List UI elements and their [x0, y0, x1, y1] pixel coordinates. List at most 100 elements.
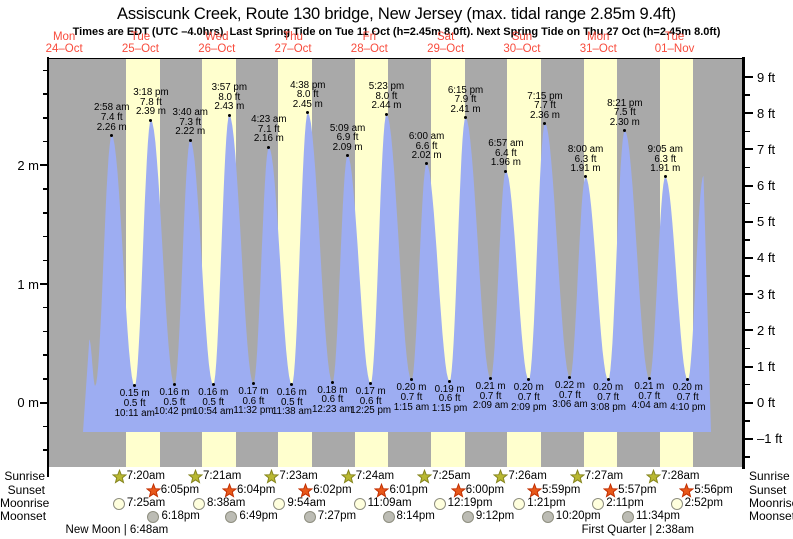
right-axis-major-tick: [744, 76, 753, 79]
moonset-circle: [541, 511, 554, 523]
right-axis-tick-label: 3 ft: [757, 286, 776, 302]
low-tide-dot: [330, 380, 334, 384]
low-tide-dot: [251, 382, 255, 386]
sunrise-time: 7:21am: [202, 470, 242, 482]
day-label: Mon 24–Oct: [45, 31, 83, 55]
sunset-time: 5:57pm: [618, 483, 657, 496]
high-tide-dot: [425, 162, 429, 166]
right-axis-major-tick: [744, 256, 753, 259]
low-tide-dot: [409, 378, 413, 382]
high-tide-label: 3:57 pm 8.0 ft 2.43 m: [211, 82, 247, 113]
sunrise-time: 7:20am: [126, 470, 165, 482]
right-axis-major-tick: [744, 329, 753, 332]
low-tide-label: 0.20 m 0.7 ft 2:09 pm: [511, 382, 547, 413]
low-tide-dot: [172, 383, 176, 387]
moonset-time: 9:12pm: [475, 510, 515, 522]
low-tide-label: 0.16 m 0.5 ft 10:54 am: [192, 387, 234, 418]
high-tide-dot: [384, 112, 388, 116]
high-tide-dot: [584, 175, 588, 179]
moonrise-time: 11:09am: [367, 497, 412, 509]
sunrise-star: [340, 468, 357, 489]
high-tide-dot: [346, 154, 350, 158]
low-tide-dot: [527, 378, 531, 382]
high-tide-label: 5:09 am 6.9 ft 2.09 m: [329, 122, 366, 153]
moon-phase-label: New Moon | 6:48am: [65, 523, 169, 536]
right-axis-minor-tick: [744, 130, 750, 133]
day-label: Sun 30–Oct: [503, 31, 541, 55]
sunset-time: 6:02pm: [313, 483, 352, 496]
sunset-row-label-left: Sunset: [7, 482, 45, 497]
sunrise-star: [187, 468, 204, 489]
low-tide-label: 0.22 m 0.7 ft 3:06 am: [552, 380, 588, 411]
sunset-star: [297, 482, 314, 503]
moonset-circle: [225, 511, 238, 523]
moonrise-time: 8:38am: [207, 497, 246, 509]
right-axis-minor-tick: [744, 94, 750, 96]
left-axis-minor-tick: [42, 140, 47, 143]
moonrise-time: 1:21pm: [527, 497, 566, 509]
moonset-row-label-left: Moonset: [0, 509, 47, 523]
day-label: Thu 27–Oct: [274, 31, 312, 55]
sunrise-time: 7:26am: [508, 470, 547, 482]
sunrise-star: [264, 468, 280, 489]
right-axis-tick-label: 2 ft: [757, 322, 776, 338]
right-axis-minor-tick: [744, 456, 750, 458]
tide-area: [83, 112, 711, 433]
left-axis-minor-tick: [42, 93, 47, 95]
low-tide-label: 0.15 m 0.5 ft 10:11 am: [114, 388, 155, 419]
right-axis-minor-tick: [744, 347, 750, 350]
day-label: Sat 29–Oct: [427, 31, 465, 55]
low-tide-dot: [489, 377, 493, 381]
low-tide-label: 0.18 m 0.6 ft 12:23 am: [311, 384, 353, 416]
left-axis-minor-tick: [42, 378, 47, 380]
right-axis-tick-label: 9 ft: [757, 69, 776, 85]
low-tide-label: 0.16 m 0.5 ft 10:42 pm: [154, 387, 195, 418]
tide-curve: [83, 112, 711, 433]
sunset-star: [450, 482, 467, 503]
low-tide-label: 0.20 m 0.7 ft 1:15 am: [393, 382, 430, 413]
moonset-circle: [382, 511, 395, 523]
right-axis-minor-tick: [744, 166, 750, 169]
moonset-time: 11:34pm: [636, 510, 680, 522]
left-axis-minor-tick: [42, 235, 47, 238]
low-tide-label: 0.17 m 0.6 ft 12:25 pm: [350, 386, 392, 417]
sunset-time: 6:01pm: [389, 483, 428, 496]
moonrise-circle: [353, 498, 366, 510]
low-tide-dot: [211, 383, 215, 387]
sunset-row-label-right: Sunset: [749, 482, 787, 497]
right-axis-minor-tick: [744, 202, 750, 205]
left-axis-minor-tick: [42, 69, 47, 72]
high-tide-dot: [188, 138, 192, 142]
right-axis-minor-tick: [744, 275, 750, 277]
sunset-time: 6:04pm: [237, 483, 276, 496]
low-tide-label: 0.20 m 0.7 ft 3:08 pm: [590, 382, 626, 413]
moonrise-row-label-right: Moonrise: [749, 496, 793, 510]
sunrise-star: [569, 468, 586, 489]
right-axis-major-tick: [744, 112, 753, 115]
left-axis-minor-tick: [42, 259, 47, 261]
low-tide-label: 0.20 m 0.7 ft 4:10 pm: [670, 382, 706, 413]
chart-subtitle: Times are EDT (UTC –4.0hrs). Last Spring…: [72, 26, 721, 38]
high-tide-label: 3:40 am 7.3 ft 2.22 m: [172, 107, 208, 138]
sunset-star: [679, 482, 695, 503]
sunset-time: 5:56pm: [694, 483, 733, 496]
moonrise-circle: [513, 498, 526, 510]
moonset-time: 6:49pm: [239, 510, 278, 522]
sunrise-time: 7:23am: [279, 470, 318, 482]
low-tide-label: 0.17 m 0.6 ft 11:32 pm: [233, 386, 274, 417]
right-axis-minor-tick: [744, 420, 750, 422]
right-axis-tick-label: 5 ft: [757, 214, 776, 230]
moonset-circle: [303, 511, 316, 523]
moonrise-time: 2:11pm: [606, 497, 644, 509]
chart-title: Assiscunk Creek, Route 130 bridge, New J…: [117, 5, 676, 23]
moon-phase-label: First Quarter | 2:38am: [581, 523, 694, 536]
low-tide-dot: [568, 376, 572, 380]
right-axis-tick-label: 4 ft: [757, 250, 776, 266]
high-tide-label: 6:57 am 6.4 ft 1.96 m: [488, 138, 524, 169]
moonrise-circle: [273, 498, 286, 510]
high-tide-dot: [267, 145, 271, 149]
low-tide-dot: [290, 383, 294, 387]
left-axis-major-tick: [40, 164, 47, 167]
right-axis-major-tick: [744, 184, 753, 187]
moonrise-time: 2:52pm: [684, 497, 724, 509]
